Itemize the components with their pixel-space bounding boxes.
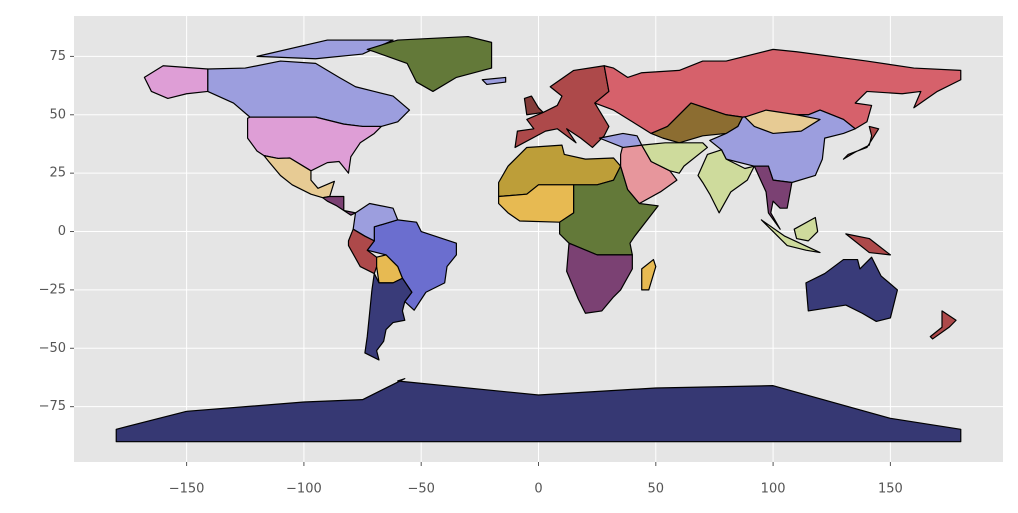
- x-tick-label: 150: [878, 482, 903, 497]
- y-tick-label: −50: [39, 341, 66, 356]
- x-tick-label: −100: [286, 482, 322, 497]
- x-tick-label: 0: [534, 482, 542, 497]
- alaska: [144, 66, 207, 99]
- madagascar: [642, 260, 656, 290]
- japan: [843, 126, 878, 159]
- countries: [116, 37, 961, 442]
- y-tick-label: 50: [49, 107, 66, 122]
- new-guinea: [846, 234, 891, 255]
- australia: [806, 257, 897, 321]
- x-tick-label: −150: [169, 482, 205, 497]
- mexico: [264, 156, 334, 198]
- new-zealand: [930, 311, 956, 339]
- iceland: [482, 77, 505, 84]
- y-tick-label: −25: [39, 282, 66, 297]
- mongolia: [745, 110, 820, 133]
- borneo: [794, 218, 817, 241]
- southern-africa: [567, 243, 633, 313]
- x-tick-label: 50: [648, 482, 665, 497]
- y-tick-label: 0: [58, 224, 66, 239]
- united-kingdom: [524, 96, 543, 115]
- antarctica: [116, 379, 961, 442]
- y-tick-label: 75: [49, 49, 66, 64]
- india: [698, 150, 754, 213]
- x-tick-label: −50: [407, 482, 434, 497]
- y-tick-label: −75: [39, 399, 66, 414]
- greenland: [367, 37, 491, 92]
- brazil: [367, 220, 456, 310]
- x-tick-label: 100: [761, 482, 786, 497]
- iran: [642, 143, 708, 173]
- sumatra-java: [761, 220, 820, 253]
- central-africa: [560, 166, 659, 255]
- argentina-chile: [365, 274, 412, 360]
- southeast-asia: [754, 166, 792, 229]
- canada: [208, 61, 410, 126]
- turkey: [599, 133, 641, 147]
- y-tick-label: 25: [49, 166, 66, 181]
- map-layer: [116, 37, 961, 442]
